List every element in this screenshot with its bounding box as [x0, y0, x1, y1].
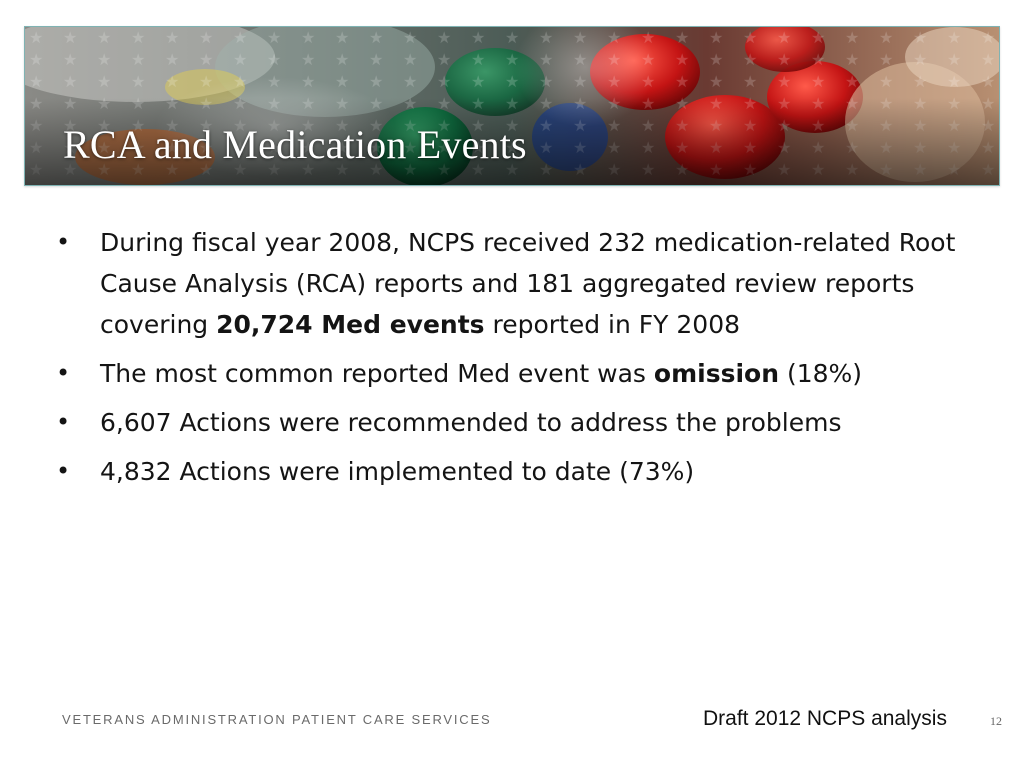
bullet-text: During fiscal year 2008, NCPS received 2…	[100, 228, 956, 339]
bullet-list: During fiscal year 2008, NCPS received 2…	[56, 222, 986, 500]
bullet-item: During fiscal year 2008, NCPS received 2…	[56, 222, 986, 345]
slide-title: RCA and Medication Events	[63, 122, 527, 167]
footer-note: Draft 2012 NCPS analysis	[703, 707, 947, 730]
header-banner: ★ RCA and Medication Events	[24, 26, 1000, 186]
bullet-emphasis: omission	[653, 359, 780, 388]
bullet-item: 6,607 Actions were recommended to addres…	[56, 402, 986, 443]
bullet-text: (18%)	[779, 359, 863, 388]
medication-pills-photo: ★	[25, 27, 999, 185]
footer-organization: VETERANS ADMINISTRATION PATIENT CARE SER…	[62, 712, 492, 727]
bullet-text: The most common reported Med event was	[100, 359, 654, 388]
bullet-item: 4,832 Actions were implemented to date (…	[56, 451, 986, 492]
bullet-text: reported in FY 2008	[484, 310, 741, 339]
page-number: 12	[990, 714, 1002, 728]
bullet-item: The most common reported Med event was o…	[56, 353, 986, 394]
bullet-text: 6,607 Actions were recommended to addres…	[100, 408, 842, 437]
bullet-emphasis: 20,724 Med events	[216, 310, 485, 339]
bullet-text: 4,832 Actions were implemented to date (…	[100, 457, 695, 486]
